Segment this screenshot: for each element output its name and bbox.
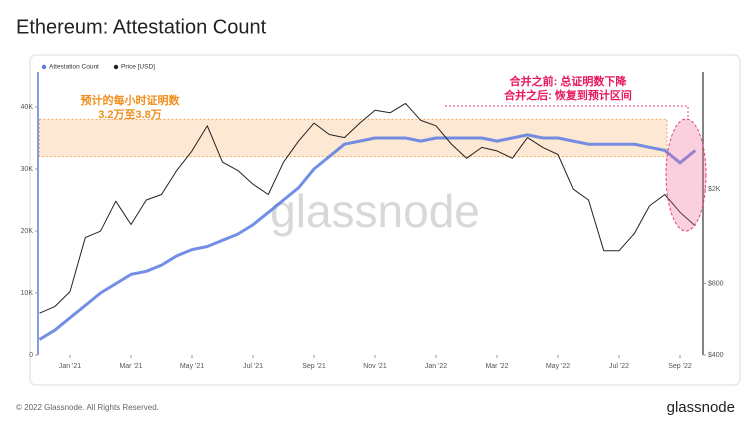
merge-highlight	[665, 118, 707, 232]
merge-note: 合并之前: 总证明数下降	[510, 74, 628, 88]
x-tick-label: Sep '21	[302, 363, 326, 370]
y-tick-label: 10K	[21, 290, 34, 297]
legend-label: Price [USD]	[121, 64, 155, 71]
copyright: © 2022 Glassnode. All Rights Reserved.	[16, 403, 159, 412]
expected-range-note: 预计的每小时证明数	[81, 93, 181, 107]
x-tick-label: May '21	[180, 363, 204, 370]
expected-range-note: 3.2万至3.8万	[98, 108, 162, 121]
price-line	[39, 102, 696, 314]
chart-title: Ethereum: Attestation Count	[16, 16, 267, 38]
legend-swatch	[41, 64, 47, 70]
x-tick-label: Nov '21	[363, 363, 387, 370]
x-tick-label: Jan '21	[59, 363, 81, 370]
x-tick-label: May '22	[546, 363, 570, 370]
attestation-line	[38, 133, 697, 341]
merge-note: 合并之后: 恢复到预计区间	[504, 88, 632, 102]
y-tick-label: 20K	[21, 228, 34, 235]
chart-frame	[29, 54, 741, 386]
watermark: glassnode	[270, 185, 480, 237]
y-tick-label: 0	[29, 352, 33, 359]
y-tick-label: 40K	[21, 104, 34, 111]
legend-swatch	[113, 64, 119, 70]
y2-tick-label: $2K	[708, 186, 721, 193]
logo: glassnode	[667, 399, 735, 416]
x-tick-label: Jul '21	[243, 363, 263, 370]
x-tick-label: Mar '22	[485, 363, 508, 370]
x-tick-label: Mar '21	[119, 363, 142, 370]
expected-range-band	[39, 118, 668, 158]
plot: 0 10K 20K 30K 40K $400 $800 $2K Jan '21 Mar '21 Ma…	[21, 64, 724, 370]
x-tick-label: Jan '22	[425, 363, 447, 370]
y2-tick-label: $400	[708, 352, 724, 359]
merge-leader	[445, 105, 689, 120]
x-tick-label: Jul '22	[609, 363, 629, 370]
x-tick-label: Sep '22	[668, 363, 692, 370]
legend-label: Attestation Count	[49, 64, 99, 71]
y-tick-label: 30K	[21, 166, 34, 173]
y2-tick-label: $800	[708, 280, 724, 287]
